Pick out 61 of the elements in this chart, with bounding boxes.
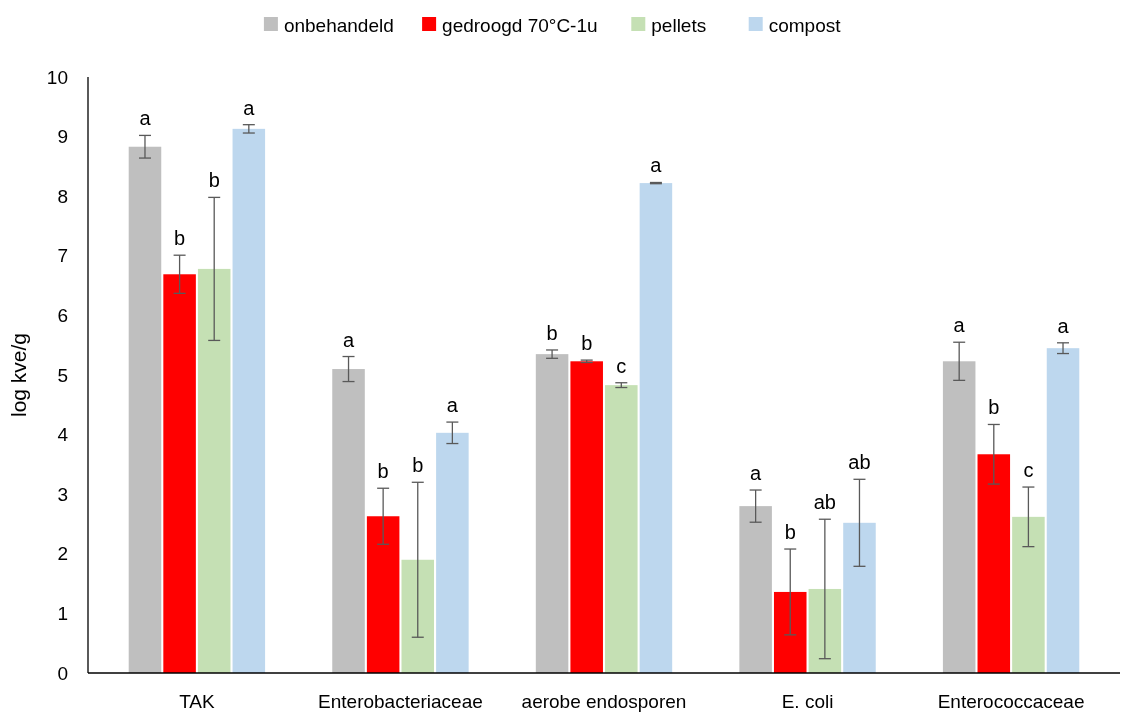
annotation: c [1023, 459, 1034, 482]
y-tick-label: 7 [57, 245, 68, 267]
annotation: b [546, 321, 558, 344]
legend-label: gedroogd 70°C-1u [442, 14, 598, 36]
annotation: a [1057, 314, 1070, 337]
annotation: a [446, 394, 459, 417]
bar [128, 146, 162, 673]
annotation: b [988, 396, 1000, 419]
bar [1012, 516, 1045, 673]
bar [639, 183, 673, 673]
annotation: ab [813, 491, 836, 514]
annotation: a [750, 462, 763, 485]
bar [401, 559, 435, 673]
x-tick-label: Enterococcaceae [937, 691, 1085, 712]
bar [570, 361, 603, 673]
annotation: b [208, 169, 220, 192]
y-axis-title: log kve/g [7, 332, 30, 418]
annotation: b [412, 454, 424, 477]
y-tick-label: 3 [57, 483, 68, 505]
annotation: b [174, 227, 186, 250]
bar [366, 516, 400, 673]
y-tick-label: 2 [57, 543, 68, 565]
bar [232, 128, 266, 673]
annotation: a [953, 314, 966, 337]
annotation: b [377, 460, 389, 483]
annotation: ab [848, 451, 871, 474]
y-tick-label: 4 [57, 424, 69, 446]
bar [739, 506, 772, 673]
legend-label: onbehandeld [283, 14, 394, 36]
bar [1046, 348, 1080, 673]
bar [332, 369, 365, 673]
bar [163, 274, 196, 673]
x-tick-label: TAK [179, 691, 215, 712]
y-tick-label: 5 [57, 364, 68, 386]
y-tick-label: 0 [57, 662, 68, 684]
x-tick-label: Enterobacteriaceae [318, 691, 483, 712]
bar [808, 588, 842, 673]
bar [436, 432, 469, 673]
y-tick-label: 6 [57, 305, 68, 327]
y-tick-label: 8 [57, 185, 68, 207]
bar [843, 522, 876, 673]
annotation: a [243, 96, 256, 119]
x-tick-label: aerobe endosporen [521, 691, 687, 712]
annotation: b [581, 332, 593, 355]
x-tick-label: E. coli [781, 691, 834, 712]
bar [977, 454, 1011, 673]
annotation: b [784, 521, 796, 544]
bar [942, 361, 976, 673]
annotation: a [139, 107, 152, 130]
annotation: a [342, 328, 355, 351]
legend-label: pellets [651, 14, 707, 36]
bar [605, 385, 638, 673]
annotation: c [616, 354, 627, 377]
y-tick-label: 10 [46, 66, 68, 88]
y-tick-label: 9 [57, 126, 68, 148]
y-tick-label: 1 [57, 603, 68, 625]
bar [197, 268, 231, 673]
bar [773, 591, 807, 673]
legend-label: compost [768, 14, 842, 36]
annotation: a [650, 154, 663, 177]
bar [535, 354, 569, 673]
